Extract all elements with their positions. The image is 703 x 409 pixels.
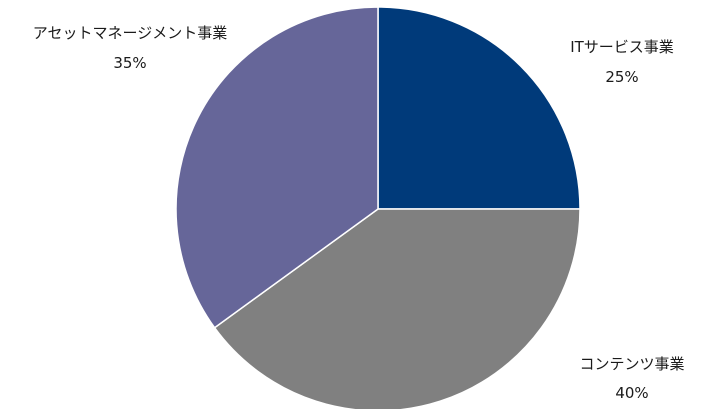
pie-slice-1 [377,6,581,210]
pie-slice-3 [175,6,379,329]
slice-label-2: コンテンツ事業 [579,355,684,373]
slice-value-label-3: 35% [113,54,146,72]
slice-label-3: アセットマネージメント事業 [33,24,227,42]
slice-value-label-1: 25% [605,68,638,86]
pie-labels: ITサービス事業 25% コンテンツ事業 40% アセットマネージメント事業 35% [33,24,685,402]
pie-slice-2 [213,208,581,409]
pie-slices [175,6,581,409]
slice-label-1: ITサービス事業 [570,38,674,56]
slice-value-label-2: 40% [615,384,648,402]
